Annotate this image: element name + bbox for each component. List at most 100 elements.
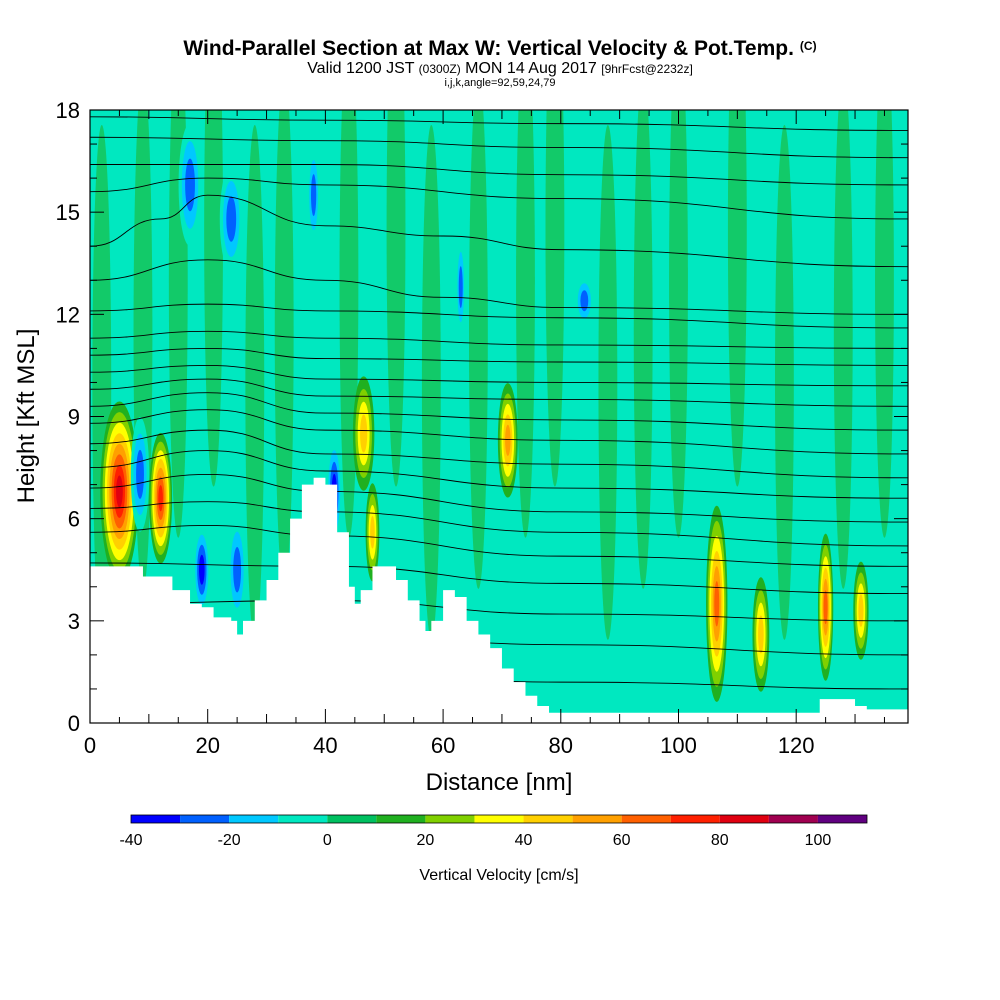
w-cell [758,615,764,654]
x-tick-label: 120 [778,733,815,758]
colorbar-tick-label: -20 [218,832,241,849]
colorbar-title: Vertical Velocity [cm/s] [419,867,578,884]
theta-contour [90,164,908,186]
w-band [727,110,747,487]
title-mark: (C) [799,39,817,53]
theta-contour [90,392,908,431]
y-tick-label: 0 [68,711,80,736]
w-cell [199,554,205,585]
colorbar-swatch [523,815,573,823]
colorbar-swatch [768,815,818,823]
w-band [875,110,894,538]
w-band [245,124,265,640]
colorbar-swatch [425,815,475,823]
vertical-velocity-cells [100,123,869,702]
colorbar-swatch [180,815,230,823]
theta-contour [90,450,908,499]
theta-contour [90,177,908,220]
subtitle-main-b: MON 14 Aug 2017 [465,60,597,77]
colorbar-tick-label: -40 [119,832,142,849]
colorbar-swatch [376,815,426,823]
colorbar-swatch [670,815,720,823]
w-band [386,110,406,487]
theta-contour [90,136,908,159]
w-cell [360,414,368,453]
subtitle-small-b: [9hrFcst@2232z] [601,62,693,76]
w-band [421,124,441,640]
y-tick-label: 9 [68,405,80,430]
colorbar-swatch [621,815,671,823]
x-axis-title: Distance [nm] [426,769,573,796]
colorbar: -40 -20 0 20 40 60 80 100 [119,814,868,849]
y-axis: 0 3 6 9 12 15 18 [56,98,908,736]
colorbar-swatch [572,815,622,823]
colorbar-tick-label: 60 [613,832,631,849]
colorbar-swatch [719,815,769,823]
w-cell [136,449,144,499]
x-tick-label: 0 [84,733,96,758]
theta-contour [90,259,908,315]
chart-subtitle: Valid 1200 JST (0300Z) MON 14 Aug 2017 [… [0,60,1000,78]
w-band [168,110,188,538]
colorbar-swatch [817,815,867,823]
theta-contour [90,116,908,131]
x-tick-label: 100 [660,733,697,758]
w-cell [505,424,511,456]
theta-contour [90,347,908,366]
w-cell [311,174,317,217]
theta-contour [90,194,908,268]
w-band [545,110,565,487]
w-cell [226,196,237,242]
theta-contour [90,429,908,479]
w-band [633,110,653,589]
w-cell [116,475,123,508]
w-band [274,110,294,589]
theta-contour [90,330,908,349]
y-tick-label: 3 [68,609,80,634]
w-band [669,110,688,538]
colorbar-tick-label: 100 [805,832,832,849]
colorbar-tick-label: 0 [323,832,332,849]
w-cell [823,590,828,625]
colorbar-tick-label: 40 [515,832,533,849]
theta-contour [90,473,908,523]
chart-subtitle-indices: i,j,k,angle=92,59,24,79 [444,77,556,89]
w-band [516,110,535,538]
theta-contour [90,303,908,329]
w-cell [714,581,720,627]
theta-contour [90,364,908,387]
x-tick-label: 40 [313,733,337,758]
colorbar-tick-label: 20 [417,832,435,849]
x-tick-label: 60 [431,733,455,758]
colorbar-swatch [229,815,279,823]
w-cell [370,515,375,549]
w-cell [580,290,589,312]
colorbar-frame [130,814,868,824]
colorbar-swatch [474,815,524,823]
w-cell [858,594,864,627]
w-band [833,110,853,589]
title-text: Wind-Parallel Section at Max W: Vertical… [183,37,794,60]
w-cell [233,546,242,593]
x-tick-label: 80 [549,733,573,758]
subtitle-main-a: Valid 1200 JST [307,60,415,77]
w-band [775,124,794,640]
colorbar-tick-label: 80 [711,832,729,849]
plot-area [90,110,908,723]
y-tick-label: 18 [56,98,80,123]
theta-contour [90,501,908,547]
w-band [468,110,488,589]
colorbar-swatch [278,815,328,823]
w-cell [458,266,463,309]
colorbar-swatch [327,815,377,823]
potential-temperature-contours [90,116,908,690]
y-tick-label: 15 [56,200,80,225]
theta-contour [90,409,908,455]
x-tick-label: 20 [195,733,219,758]
x-axis: 0 20 40 60 80 100 120 [84,110,885,758]
chart-title: Wind-Parallel Section at Max W: Vertical… [0,37,1000,61]
subtitle-small-a: (0300Z) [418,62,461,76]
colorbar-swatch [131,815,181,823]
theta-contour [90,562,908,595]
